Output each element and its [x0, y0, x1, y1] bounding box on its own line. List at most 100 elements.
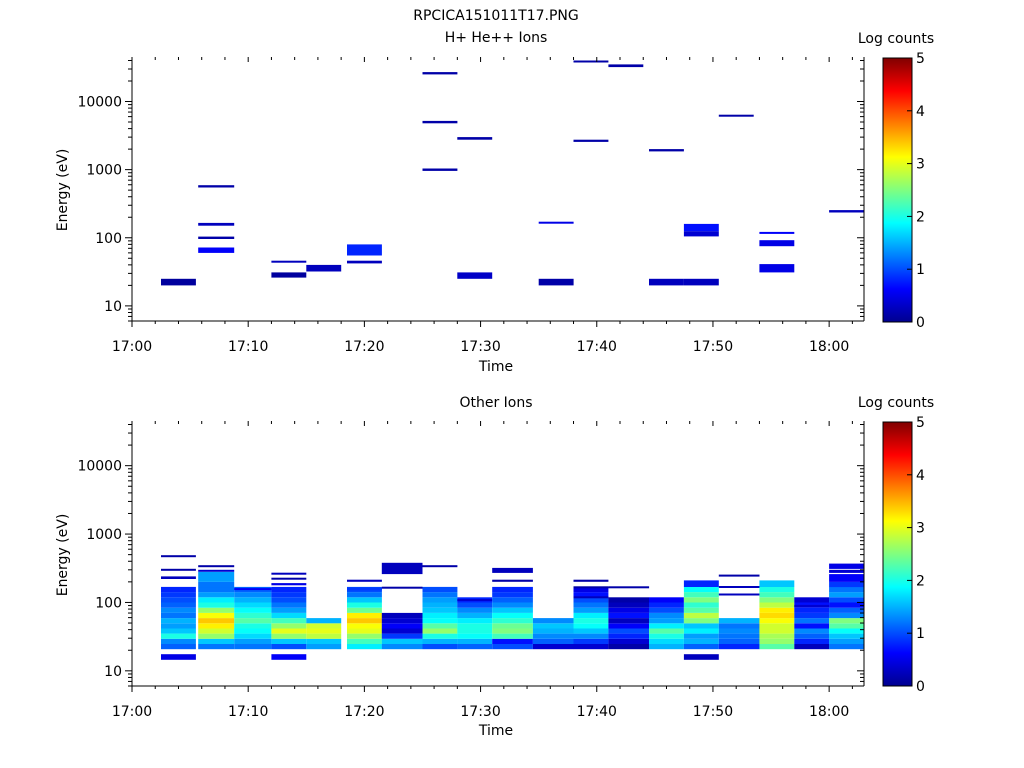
heatmap-cell: [829, 586, 864, 593]
heatmap-cell: [234, 623, 272, 629]
heatmap-cell: [829, 569, 864, 573]
heatmap-cell: [492, 597, 533, 603]
heatmap-cell: [829, 597, 864, 603]
heatmap-cell: [794, 644, 830, 650]
y-tick-label: 1000: [86, 163, 122, 179]
colorbar-tick-label: 0: [916, 679, 925, 695]
heatmap-cell: [794, 618, 830, 624]
heatmap-cell: [718, 574, 760, 577]
heatmap-cell: [198, 597, 235, 603]
x-tick-label: 17:30: [460, 704, 500, 720]
heatmap-cell: [347, 607, 382, 613]
heatmap-cell: [161, 607, 196, 613]
heatmap-cell: [683, 618, 719, 624]
heatmap-cells: [161, 555, 864, 660]
x-axis-label: Time: [478, 723, 513, 739]
panel-title: Other Ions: [459, 395, 532, 411]
x-tick-label: 17:40: [577, 704, 617, 720]
heatmap-cell: [492, 633, 533, 639]
heatmap-cell: [532, 633, 574, 639]
heatmap-cell: [829, 638, 864, 644]
heatmap-cell: [234, 644, 272, 650]
y-tick-label: 10000: [77, 95, 122, 111]
heatmap-cell: [347, 623, 382, 629]
heatmap-cell: [759, 586, 795, 593]
heatmap-cell: [381, 623, 423, 629]
heatmap-cell: [161, 654, 196, 660]
heatmap-cell: [573, 644, 609, 650]
heatmap-cell: [532, 638, 574, 644]
heatmap-cell: [829, 644, 864, 650]
heatmap-cell: [573, 597, 609, 603]
heatmap-cell: [271, 592, 307, 598]
colorbar-tick-label: 5: [916, 51, 925, 67]
colorbar-gradient: [882, 421, 913, 687]
heatmap-cell: [198, 623, 235, 629]
heatmap-cell: [608, 633, 650, 639]
heatmap-cell: [683, 580, 719, 587]
y-tick-label: 10: [104, 299, 122, 315]
heatmap-cell: [759, 231, 795, 234]
heatmap-cell: [492, 628, 533, 634]
heatmap-cell: [608, 618, 650, 624]
heatmap-cell: [161, 555, 196, 558]
heatmap-cell: [347, 602, 382, 608]
colorbar: 0 1 2 3 4 5: [882, 51, 925, 331]
x-tick-label: 17:00: [112, 704, 152, 720]
heatmap-cell: [234, 638, 272, 644]
heatmap-cell: [532, 623, 574, 629]
heatmap-cell: [573, 592, 609, 598]
colorbar-tick-label: 3: [916, 521, 925, 537]
heatmap-cell: [649, 602, 684, 608]
heatmap-cell: [683, 223, 719, 232]
heatmap-cell: [457, 602, 493, 608]
heatmap-cell: [271, 602, 307, 608]
heatmap-cell: [492, 638, 533, 644]
heatmap-cell: [198, 571, 235, 582]
heatmap-cell: [234, 628, 272, 634]
heatmap-cell: [422, 607, 458, 613]
heatmap-cell: [573, 596, 609, 599]
heatmap-cell: [347, 587, 382, 591]
heatmap-cell: [492, 567, 533, 573]
heatmap-cell: [306, 644, 342, 650]
heatmap-cell: [492, 612, 533, 619]
heatmap-cell: [457, 638, 493, 644]
heatmap-cell: [649, 638, 684, 644]
heatmap-cell: [234, 597, 272, 603]
heatmap-cell: [573, 139, 609, 142]
heatmap-cell: [608, 607, 650, 613]
heatmap-cell: [608, 644, 650, 650]
heatmap-cell: [422, 612, 458, 619]
heatmap-cell: [271, 654, 307, 660]
heatmap-cell: [829, 563, 864, 569]
heatmap-cell: [198, 618, 235, 624]
heatmap-cell: [271, 628, 307, 634]
heatmap-cell: [683, 231, 719, 237]
heatmap-cell: [381, 612, 423, 619]
heatmap-cell: [271, 272, 307, 278]
heatmap-cells: [161, 60, 864, 286]
heatmap-cell: [794, 597, 830, 603]
heatmap-cell: [457, 272, 493, 279]
heatmap-cell: [271, 577, 307, 580]
heatmap-cell: [573, 586, 609, 589]
heatmap-cell: [198, 185, 235, 188]
x-tick-label: 17:10: [228, 704, 268, 720]
heatmap-cell: [198, 222, 235, 226]
x-tick-label: 17:50: [693, 339, 733, 355]
heatmap-cell: [573, 633, 609, 639]
heatmap-cell: [161, 612, 196, 619]
heatmap-cell: [198, 633, 235, 639]
heatmap-cell: [492, 592, 533, 598]
heatmap-cell: [829, 602, 864, 608]
x-tick-label: 17:20: [344, 339, 384, 355]
heatmap-cell: [829, 581, 864, 588]
heatmap-cell: [759, 597, 795, 603]
heatmap-cell: [718, 114, 754, 117]
heatmap-cell: [457, 628, 493, 634]
heatmap-cell: [422, 586, 458, 593]
heatmap-cell: [161, 633, 196, 639]
heatmap-cell: [683, 633, 719, 639]
heatmap-cell: [306, 618, 342, 624]
